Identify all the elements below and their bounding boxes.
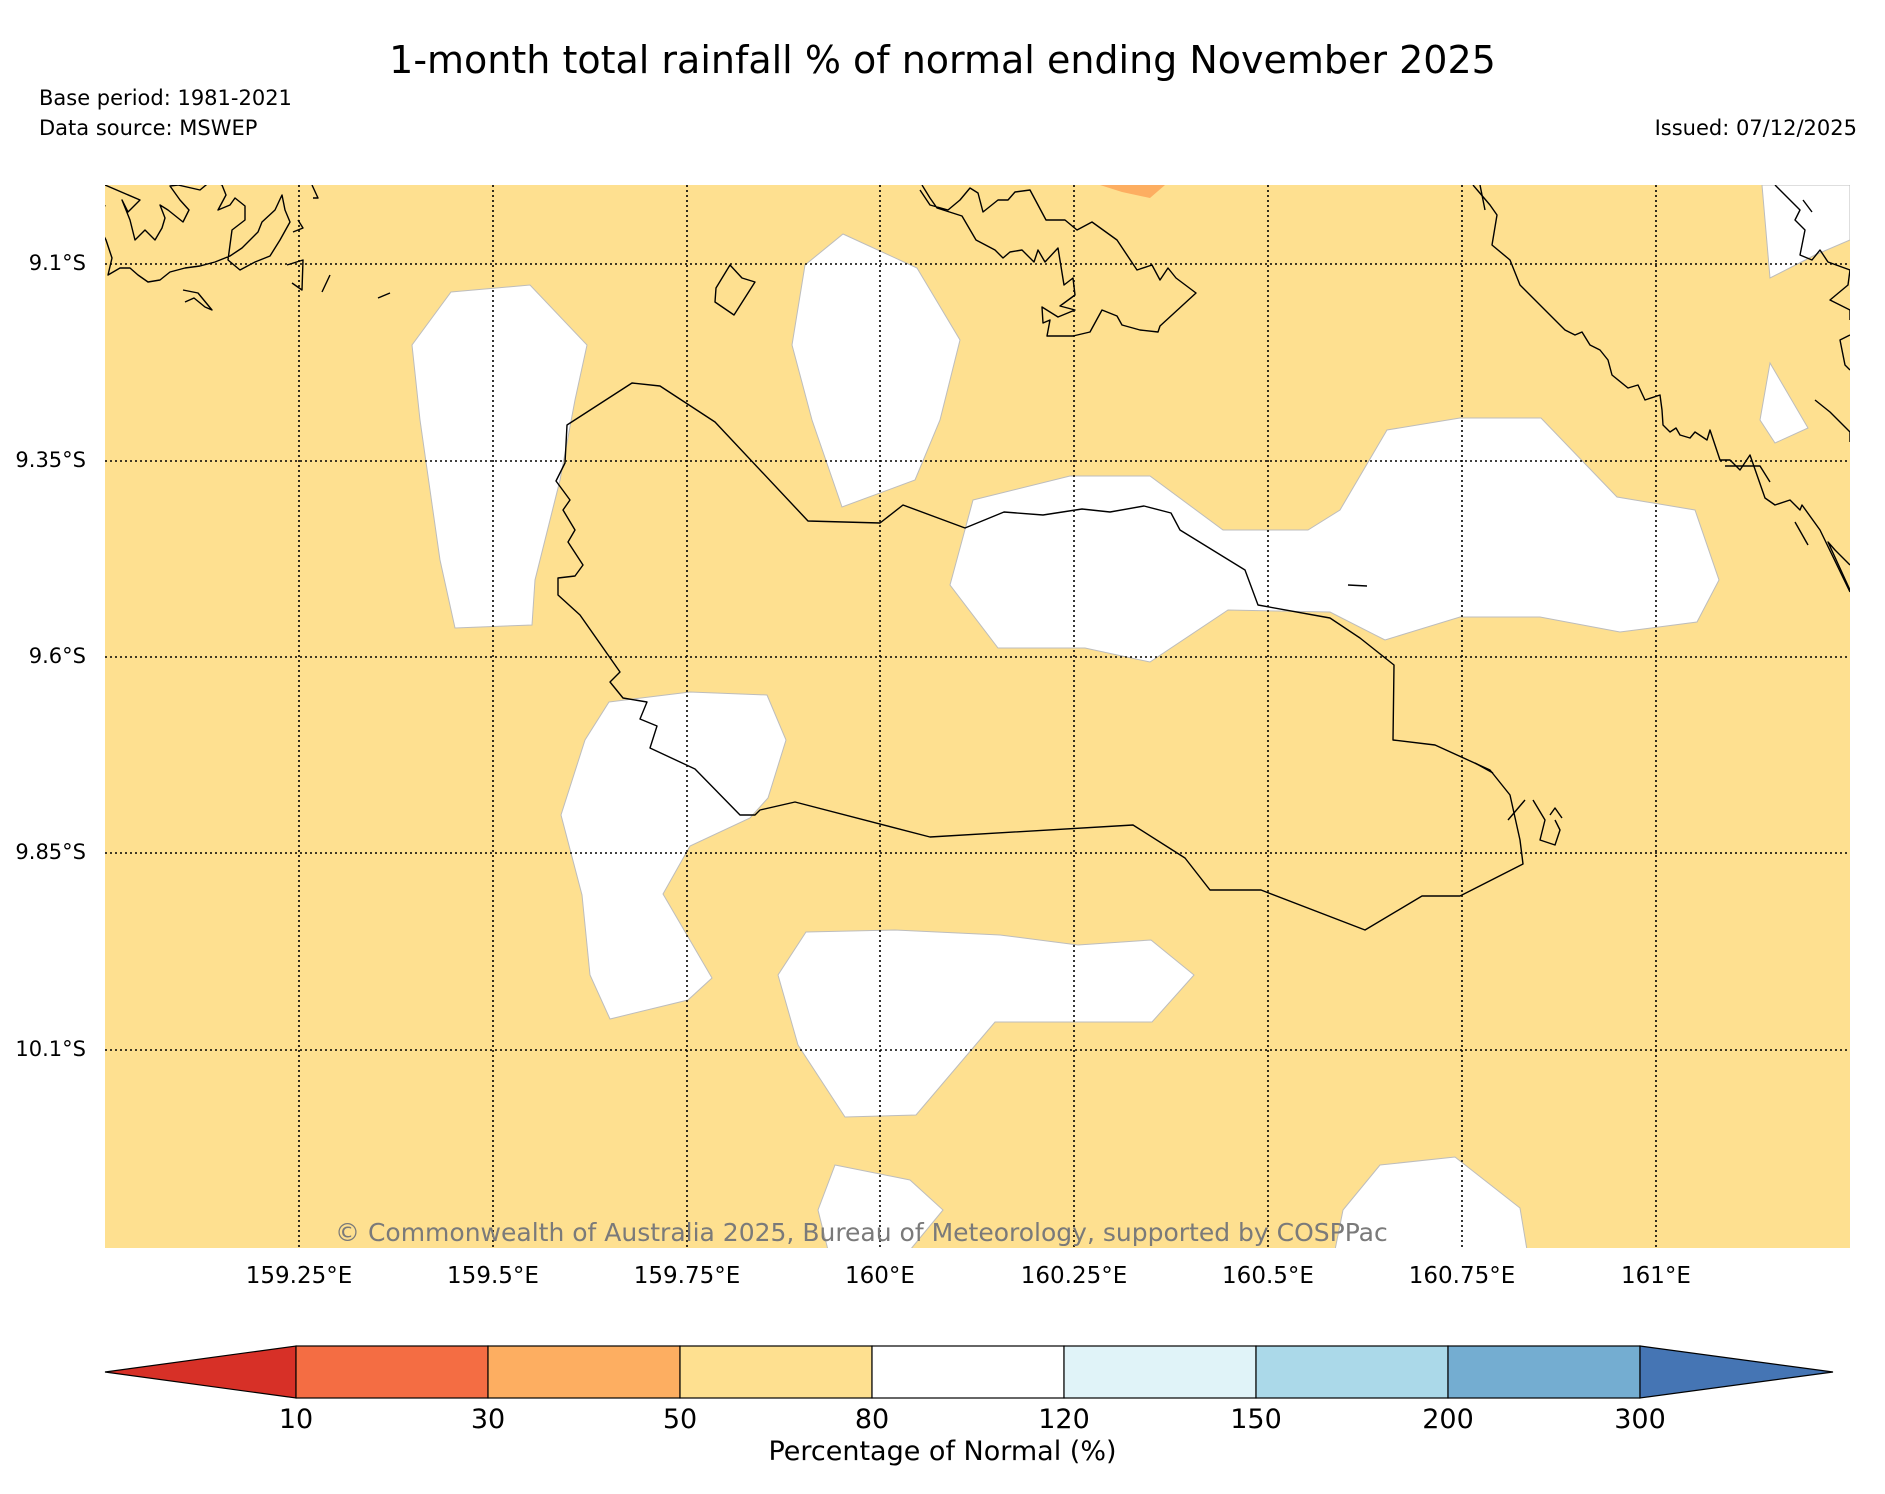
region-80-120 [791, 233, 961, 508]
colorbar-bin [679, 1345, 873, 1399]
colorbar-tick-label: 300 [1614, 1404, 1666, 1435]
coastline-fragment [1479, 185, 1486, 211]
colorbar [104, 1345, 1834, 1399]
coastline-fragment [1725, 465, 1771, 483]
colorbar-tick-label: 150 [1230, 1404, 1282, 1435]
coastline-fragment [286, 259, 304, 291]
coastline-fragment [1474, 762, 1494, 774]
coastline-fragment [377, 292, 391, 299]
latitude-label: 9.1°S [28, 251, 86, 275]
coastline-malaita-east [1839, 334, 1850, 371]
coastline-fragment [292, 219, 304, 233]
coastline-fragment [1532, 799, 1561, 846]
colorbar-bin [487, 1345, 681, 1399]
longitude-label: 161°E [1621, 1263, 1691, 1289]
colorbar-bin [1639, 1345, 1834, 1399]
region-80-120 [777, 929, 1195, 1118]
coastline-malaita [1472, 185, 1850, 593]
coastline-fragment [1507, 799, 1526, 821]
region-80-120 [411, 284, 588, 629]
longitude-label: 160°E [845, 1263, 915, 1289]
colorbar-tick-label: 80 [854, 1404, 890, 1435]
coastline-fragment [311, 185, 319, 199]
issued-date: Issued: 07/12/2025 [1654, 116, 1857, 140]
colorbar-bin [871, 1345, 1065, 1399]
colorbar-bin [295, 1345, 489, 1399]
latitude-label: 9.85°S [15, 840, 86, 864]
colorbar-tick-label: 50 [662, 1404, 698, 1435]
coastline-fragment [1802, 199, 1813, 213]
copyright-text: © Commonwealth of Australia 2025, Bureau… [335, 1218, 1388, 1247]
longitude-label: 159.5°E [447, 1263, 539, 1289]
colorbar-bin [104, 1345, 297, 1399]
latitude-label: 9.6°S [28, 644, 86, 668]
coastline-fragment [1794, 521, 1809, 546]
base-period: Base period: 1981-2021 [39, 86, 292, 110]
colorbar-bin [1063, 1345, 1257, 1399]
colorbar-bin [1447, 1345, 1641, 1399]
coastline-fragment [182, 289, 213, 311]
region-80-120 [1334, 1156, 1528, 1248]
coastline-fragment [1347, 584, 1368, 587]
coastline-savo [714, 264, 756, 316]
region-30-50 [1100, 185, 1165, 198]
coastline-malaita-east [1774, 185, 1850, 320]
coastline-malaita-east [1814, 399, 1850, 442]
longitude-label: 160.75°E [1408, 1263, 1516, 1289]
longitude-label: 159.75°E [633, 1263, 741, 1289]
colorbar-tick-label: 30 [470, 1404, 506, 1435]
colorbar-label: Percentage of Normal (%) [768, 1436, 1117, 1467]
coastline-guadalcanal [555, 382, 1524, 931]
latitude-label: 9.35°S [15, 448, 86, 472]
coastline-malaita [1827, 541, 1850, 591]
latitude-label: 10.1°S [15, 1037, 86, 1061]
longitude-label: 160.5°E [1222, 1263, 1314, 1289]
region-80-120 [949, 417, 1720, 663]
coastline-fragment [321, 274, 331, 293]
colorbar-tick-label: 10 [278, 1404, 314, 1435]
longitude-label: 160.25°E [1020, 1263, 1128, 1289]
coastline-santa-isabel [105, 185, 291, 283]
region-80-120 [1759, 361, 1809, 444]
region-80-120 [1761, 185, 1850, 279]
colorbar-tick-label: 200 [1422, 1404, 1474, 1435]
coastline-fragment [1549, 807, 1563, 819]
data-source: Data source: MSWEP [39, 116, 258, 140]
longitude-label: 159.25°E [245, 1263, 353, 1289]
colorbar-bin [1255, 1345, 1449, 1399]
coastline-florida-islands [919, 185, 1197, 337]
colorbar-tick-label: 120 [1038, 1404, 1090, 1435]
map-area [105, 185, 1850, 1248]
chart-title: 1-month total rainfall % of normal endin… [389, 38, 1496, 82]
